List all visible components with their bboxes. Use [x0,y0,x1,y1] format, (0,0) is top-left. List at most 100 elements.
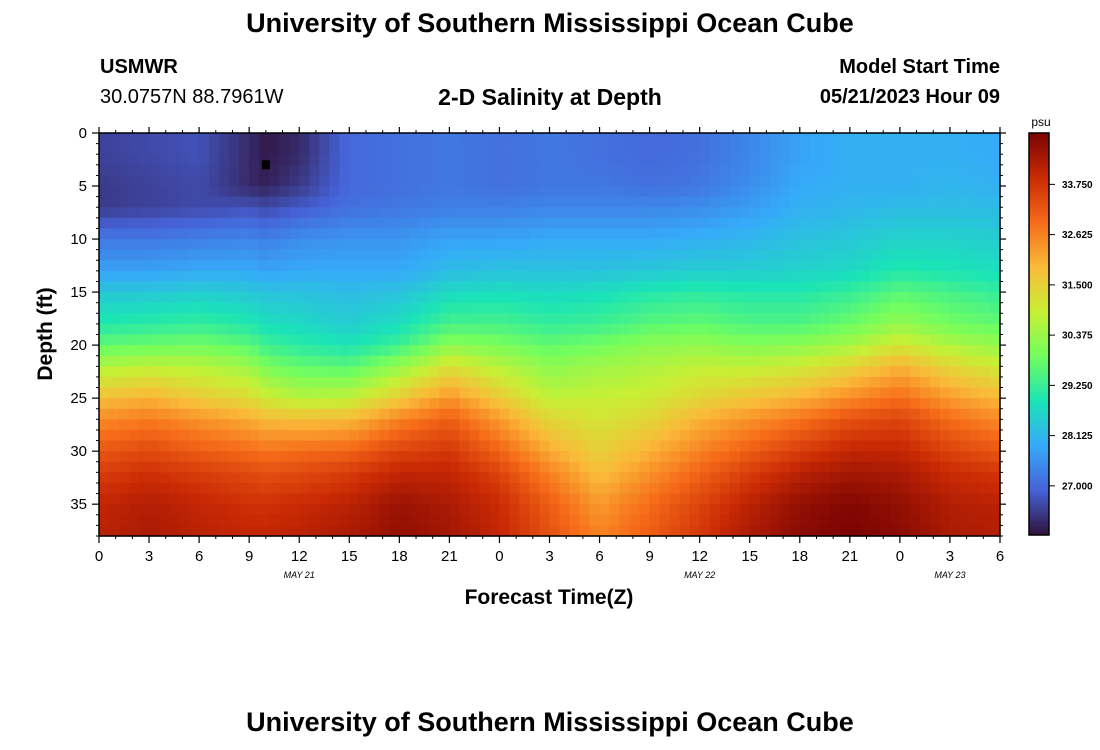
heatmap-cell [299,281,310,293]
heatmap-cell [439,482,450,495]
heatmap-cell [809,387,821,399]
heatmap-cell [899,451,911,463]
heatmap-cell [899,217,911,230]
heatmap-cell [499,525,511,537]
heatmap-cell [639,376,651,389]
heatmap-cell [969,440,981,452]
heatmap-cell [889,186,901,198]
heatmap-cell [379,239,390,251]
heatmap-cell [939,398,951,410]
heatmap-cell [829,504,841,516]
heatmap-cell [579,461,591,473]
heatmap-cell [509,143,521,155]
heatmap-cell [459,302,471,314]
heatmap-cell [519,207,531,219]
heatmap-cell [449,451,460,463]
heatmap-cell [579,164,591,177]
heatmap-cell [679,281,691,293]
heatmap-cell [519,408,531,420]
heatmap-cell [99,175,110,187]
heatmap-cell [429,186,440,198]
heatmap-cell [579,419,591,431]
heatmap-cell [399,175,410,187]
heatmap-cell [759,387,771,399]
heatmap-cell [739,482,751,495]
heatmap-cell [299,239,310,251]
heatmap-cell [749,440,761,452]
heatmap-cell [219,249,230,261]
heatmap-cell [199,196,210,208]
heatmap-cell [229,164,240,177]
heatmap-cell [889,164,901,177]
heatmap-cell [709,323,721,336]
heatmap-cell [779,376,791,389]
heatmap-cell [739,355,751,367]
heatmap-cell [109,482,120,495]
heatmap-cell [639,429,651,442]
heatmap-cell [609,334,621,346]
heatmap-cell [379,514,390,526]
heatmap-cell [949,398,961,410]
heatmap-cell [159,260,170,272]
heatmap-cell [859,429,871,442]
heatmap-cell [559,345,571,357]
heatmap-cell [739,196,751,208]
heatmap-cell [329,376,340,389]
y-tick-label: 0 [79,125,87,142]
heatmap-cell [269,493,280,505]
heatmap-cell [329,355,340,367]
heatmap-cell [589,504,601,516]
heatmap-cell [229,525,240,537]
heatmap-cell [789,461,801,473]
heatmap-cell [419,408,430,420]
heatmap-cell [839,270,851,283]
heatmap-cell [249,228,260,240]
heatmap-cell [189,260,200,272]
heatmap-cell [719,504,731,516]
heatmap-cell [379,355,390,367]
heatmap-cell [589,493,601,505]
heatmap-cell [299,387,310,399]
heatmap-cell [159,143,170,155]
heatmap-cell [799,323,811,336]
page-title: University of Southern Mississippi Ocean… [246,8,854,38]
heatmap-cell [99,493,110,505]
heatmap-cell [369,461,380,473]
heatmap-cell [239,154,250,166]
heatmap-cell [739,292,751,304]
heatmap-cell [199,323,210,336]
heatmap-cell [389,504,400,516]
heatmap-cell [989,387,1001,399]
heatmap-cell [589,334,601,346]
heatmap-cell [189,302,200,314]
heatmap-cell [109,472,120,484]
heatmap-cell [749,398,761,410]
heatmap-cell [179,387,190,399]
heatmap-cell [299,525,310,537]
heatmap-cell [259,472,270,484]
heatmap-cell [739,281,751,293]
heatmap-cell [669,302,681,314]
heatmap-cell [579,281,591,293]
heatmap-cell [379,472,390,484]
heatmap-cell [629,292,641,304]
heatmap-cell [779,514,791,526]
heatmap-cell [559,175,571,187]
heatmap-cell [219,292,230,304]
heatmap-cell [619,408,631,420]
heatmap-cell [379,419,390,431]
heatmap-cell [409,451,420,463]
heatmap-cell [759,472,771,484]
heatmap-cell [339,387,350,399]
heatmap-cell [389,207,400,219]
heatmap-cell [799,217,811,230]
heatmap-cell [419,249,430,261]
heatmap-cell [939,408,951,420]
heatmap-cell [729,186,741,198]
heatmap-cell [859,133,871,145]
heatmap-cell [359,419,370,431]
heatmap-cell [469,472,481,484]
heatmap-cell [199,175,210,187]
heatmap-cell [739,408,751,420]
heatmap-cell [499,154,511,166]
